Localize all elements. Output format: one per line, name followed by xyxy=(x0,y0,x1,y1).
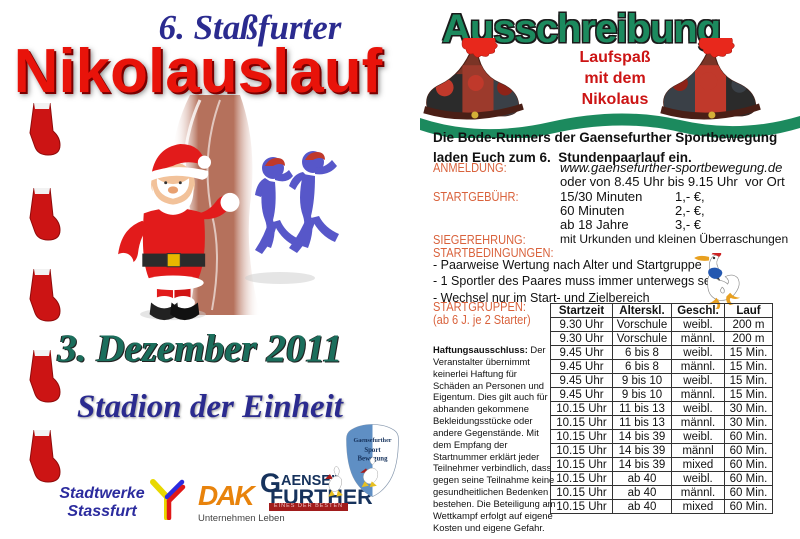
svg-text:Sport: Sport xyxy=(364,447,381,454)
svg-text:Gaensefurther: Gaensefurther xyxy=(353,438,391,444)
